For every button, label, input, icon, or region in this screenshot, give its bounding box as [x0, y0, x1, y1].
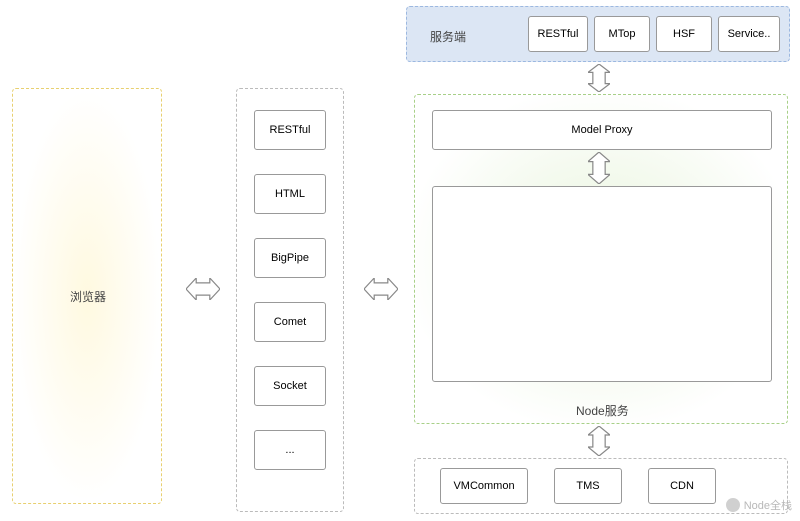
protocol-item: HTML [254, 174, 326, 214]
protocol-item-label: Comet [274, 316, 306, 328]
watermark-icon [726, 498, 740, 512]
bottom-item-label: CDN [670, 480, 694, 492]
server-label: 服务端 [430, 28, 466, 45]
protocol-item-label: Socket [273, 380, 307, 392]
server-item-label: RESTful [538, 28, 579, 40]
server-item-label: MTop [609, 28, 636, 40]
bottom-item-label: VMCommon [453, 480, 514, 492]
bidirectional-arrow-icon [364, 278, 398, 303]
browser-label: 浏览器 [70, 288, 106, 305]
protocol-item-label: ... [285, 444, 294, 456]
server-item: MTop [594, 16, 650, 52]
node-big-box [432, 186, 772, 382]
bidirectional-arrow-icon [588, 64, 610, 95]
protocol-item: Comet [254, 302, 326, 342]
protocol-item-label: RESTful [270, 124, 311, 136]
protocol-item: RESTful [254, 110, 326, 150]
node-service-label: Node服务 [576, 402, 629, 419]
model-proxy-box: Model Proxy [432, 110, 772, 150]
bidirectional-arrow-icon [186, 278, 220, 303]
protocol-item: BigPipe [254, 238, 326, 278]
bottom-item: TMS [554, 468, 622, 504]
bottom-item: VMCommon [440, 468, 528, 504]
protocol-item: Socket [254, 366, 326, 406]
watermark: Node全栈 [726, 497, 792, 513]
bottom-item-label: TMS [576, 480, 599, 492]
server-item-label: Service.. [728, 28, 771, 40]
bottom-item: CDN [648, 468, 716, 504]
protocol-item-label: BigPipe [271, 252, 309, 264]
server-item: Service.. [718, 16, 780, 52]
protocol-item-label: HTML [275, 188, 305, 200]
bidirectional-arrow-icon [588, 152, 610, 187]
server-item-label: HSF [673, 28, 695, 40]
server-item: RESTful [528, 16, 588, 52]
protocol-item: ... [254, 430, 326, 470]
server-item: HSF [656, 16, 712, 52]
watermark-text: Node全栈 [744, 497, 792, 513]
bidirectional-arrow-icon [588, 426, 610, 459]
model-proxy-label: Model Proxy [571, 124, 632, 136]
